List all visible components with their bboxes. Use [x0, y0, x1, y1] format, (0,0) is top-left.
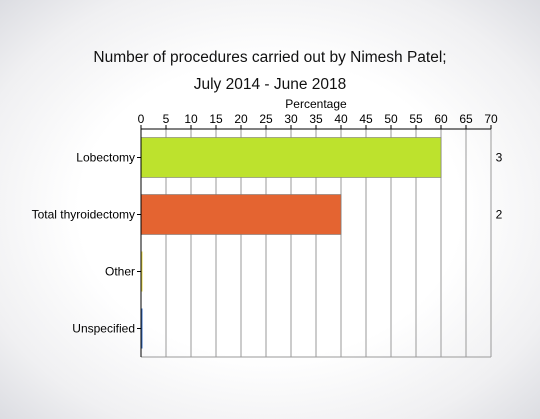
x-tick-label: 40 — [334, 112, 348, 126]
category-label: Other — [105, 265, 135, 279]
category-label: Unspecified — [72, 322, 135, 336]
bar-lobectomy — [140, 137, 442, 178]
x-tick-label: 0 — [138, 112, 145, 126]
x-tick-label: 50 — [384, 112, 398, 126]
bar-unspecified — [141, 308, 143, 349]
x-tick-label: 70 — [484, 112, 498, 126]
category-label: Lobectomy — [76, 151, 135, 165]
x-tick-label: 55 — [409, 112, 423, 126]
chart-title: Number of procedures carried out by Nime… — [93, 49, 447, 66]
x-tick-label: 10 — [184, 112, 198, 126]
x-axis-label: Percentage — [285, 97, 347, 111]
x-tick-label: 35 — [309, 112, 323, 126]
x-tick-label: 25 — [259, 112, 273, 126]
bar-other — [141, 251, 143, 292]
category-label: Total thyroidectomy — [32, 208, 135, 222]
x-tick-label: 5 — [163, 112, 170, 126]
x-tick-label: 20 — [234, 112, 248, 126]
x-tick-label: 30 — [284, 112, 298, 126]
count-label: 3 — [496, 151, 503, 165]
chart-subtitle: July 2014 - June 2018 — [193, 76, 347, 93]
x-tick-label: 45 — [359, 112, 373, 126]
count-label: 2 — [496, 208, 503, 222]
x-tick-label: 65 — [459, 112, 473, 126]
x-tick-label: 15 — [209, 112, 223, 126]
x-tick-label: 60 — [434, 112, 448, 126]
bar-total-thyroidectomy — [140, 194, 342, 235]
